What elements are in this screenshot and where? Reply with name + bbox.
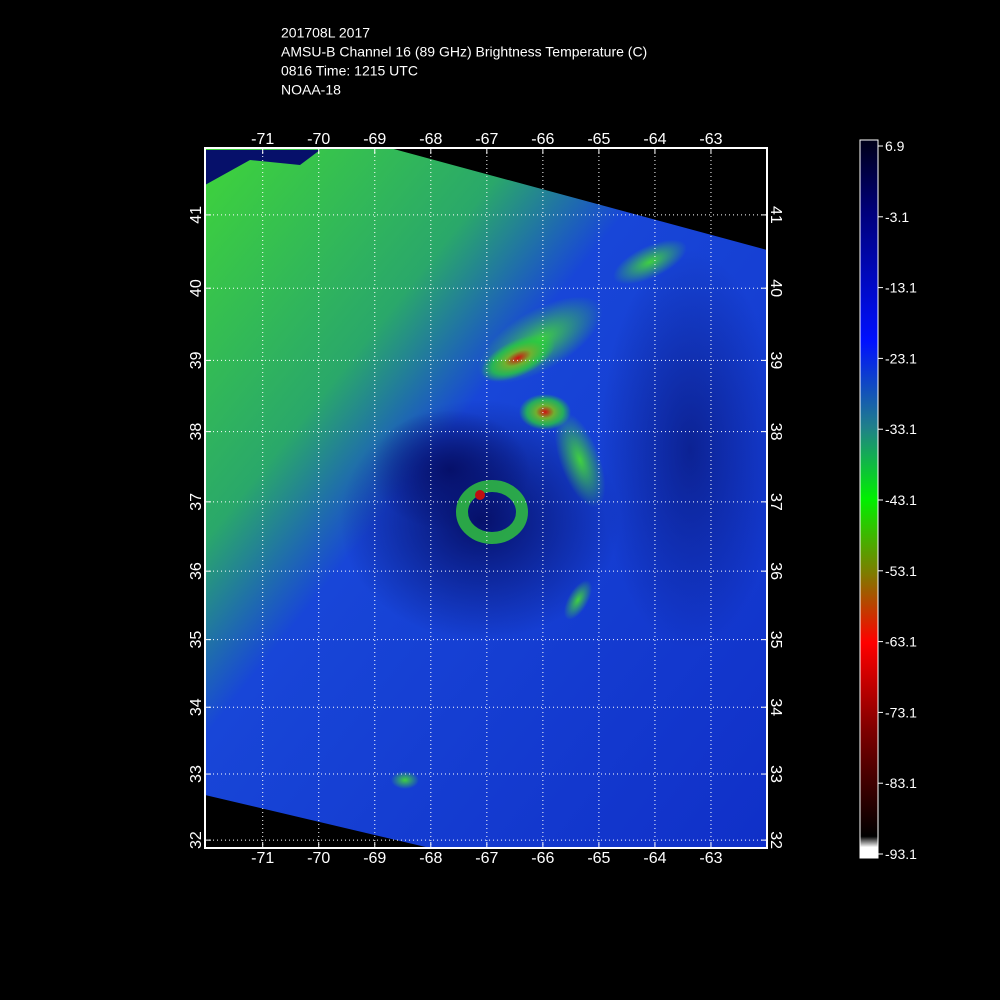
title-line: 0816 Time: 1215 UTC [281, 62, 418, 78]
lon-label: -70 [307, 850, 330, 867]
colorbar-label: -53.1 [885, 563, 917, 579]
lon-label: -70 [307, 131, 330, 148]
map-frame [204, 147, 768, 849]
colorbar-label: -63.1 [885, 634, 917, 650]
colorbar-label: -83.1 [885, 775, 917, 791]
lon-label: -65 [587, 850, 610, 867]
lon-label: -66 [531, 850, 554, 867]
lat-label: 40 [767, 279, 784, 297]
lat-label: 41 [767, 206, 784, 224]
title-line: 201708L 2017 [281, 24, 370, 40]
lat-label: 33 [188, 765, 205, 783]
title-line: NOAA-18 [281, 81, 341, 97]
colorbar-label: -43.1 [885, 492, 917, 508]
lon-label: -67 [475, 850, 498, 867]
lon-label: -64 [643, 131, 666, 148]
lat-label: 40 [188, 279, 205, 297]
lon-label: -68 [419, 131, 442, 148]
lat-label: 34 [767, 698, 784, 716]
lon-label: -67 [475, 131, 498, 148]
lat-label: 35 [767, 631, 784, 649]
lon-label: -69 [363, 131, 386, 148]
colorbar-label: -13.1 [885, 280, 917, 296]
lon-label: -65 [587, 131, 610, 148]
lat-label: 38 [188, 423, 205, 441]
lon-label: -66 [531, 131, 554, 148]
lat-label: 41 [188, 206, 205, 224]
colorbar-label: -73.1 [885, 704, 917, 720]
colorbar [859, 139, 879, 859]
lat-label: 37 [188, 493, 205, 511]
lat-label: 34 [188, 698, 205, 716]
lon-label: -69 [363, 850, 386, 867]
lon-label: -68 [419, 850, 442, 867]
lat-label: 38 [767, 423, 784, 441]
colorbar-label: -93.1 [885, 846, 917, 862]
lat-label: 36 [188, 562, 205, 580]
imagery [205, 148, 767, 848]
colorbar-label: -33.1 [885, 421, 917, 437]
lon-label: -71 [251, 850, 274, 867]
title-line: AMSU-B Channel 16 (89 GHz) Brightness Te… [281, 43, 647, 59]
lon-label: -63 [699, 850, 722, 867]
lon-label: -64 [643, 850, 666, 867]
colorbar-label: 6.9 [885, 138, 905, 154]
lat-label: 39 [767, 352, 784, 370]
lat-label: 35 [188, 631, 205, 649]
colorbar-label: -3.1 [885, 209, 909, 225]
lat-label: 33 [767, 765, 784, 783]
lat-label: 37 [767, 493, 784, 511]
lat-label: 32 [188, 831, 205, 849]
lat-label: 32 [767, 831, 784, 849]
lon-label: -71 [251, 131, 274, 148]
lat-label: 39 [188, 351, 205, 369]
lat-label: 36 [767, 562, 784, 580]
lon-label: -63 [699, 131, 722, 148]
colorbar-label: -23.1 [885, 350, 917, 366]
